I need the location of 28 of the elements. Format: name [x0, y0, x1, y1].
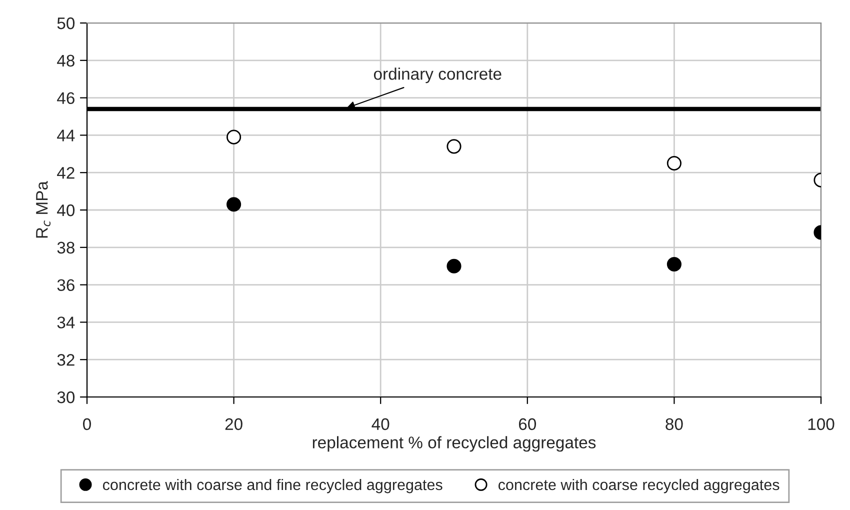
legend-label: concrete with coarse recycled aggregates [498, 478, 780, 494]
x-tick-label: 0 [83, 418, 91, 430]
legend-label: concrete with coarse and fine recycled aggregates [102, 478, 442, 494]
y-tick-label: 46 [57, 92, 74, 104]
annotation: ordinary concrete [374, 68, 502, 84]
point [226, 197, 242, 212]
y-tick-label: 50 [57, 17, 75, 30]
x-tick-label: 40 [372, 418, 390, 430]
x-tick-label: 80 [666, 418, 683, 430]
y-tick-label: 40 [57, 204, 75, 216]
y-tick-label: 34 [57, 316, 75, 328]
x-axis-title: replacement % of recycled aggregates [312, 436, 596, 452]
y-axis-title: R$_{c}$ MPa [36, 181, 51, 238]
point [666, 256, 682, 272]
y-tick-label: 36 [57, 279, 74, 292]
y-tick-label: 44 [57, 130, 75, 142]
point [446, 139, 462, 154]
y-tick-label: 32 [57, 354, 74, 366]
y-tick-label: 38 [57, 242, 74, 254]
point [446, 258, 462, 274]
x-tick-label: 20 [225, 418, 242, 430]
point [226, 130, 242, 144]
y-tick-label: 48 [57, 54, 74, 67]
y-tick-label: 42 [57, 167, 74, 179]
x-tick-label: 100 [808, 418, 834, 430]
x-tick-label: 60 [518, 418, 536, 430]
point [666, 156, 682, 171]
y-tick-label: 30 [57, 391, 75, 404]
